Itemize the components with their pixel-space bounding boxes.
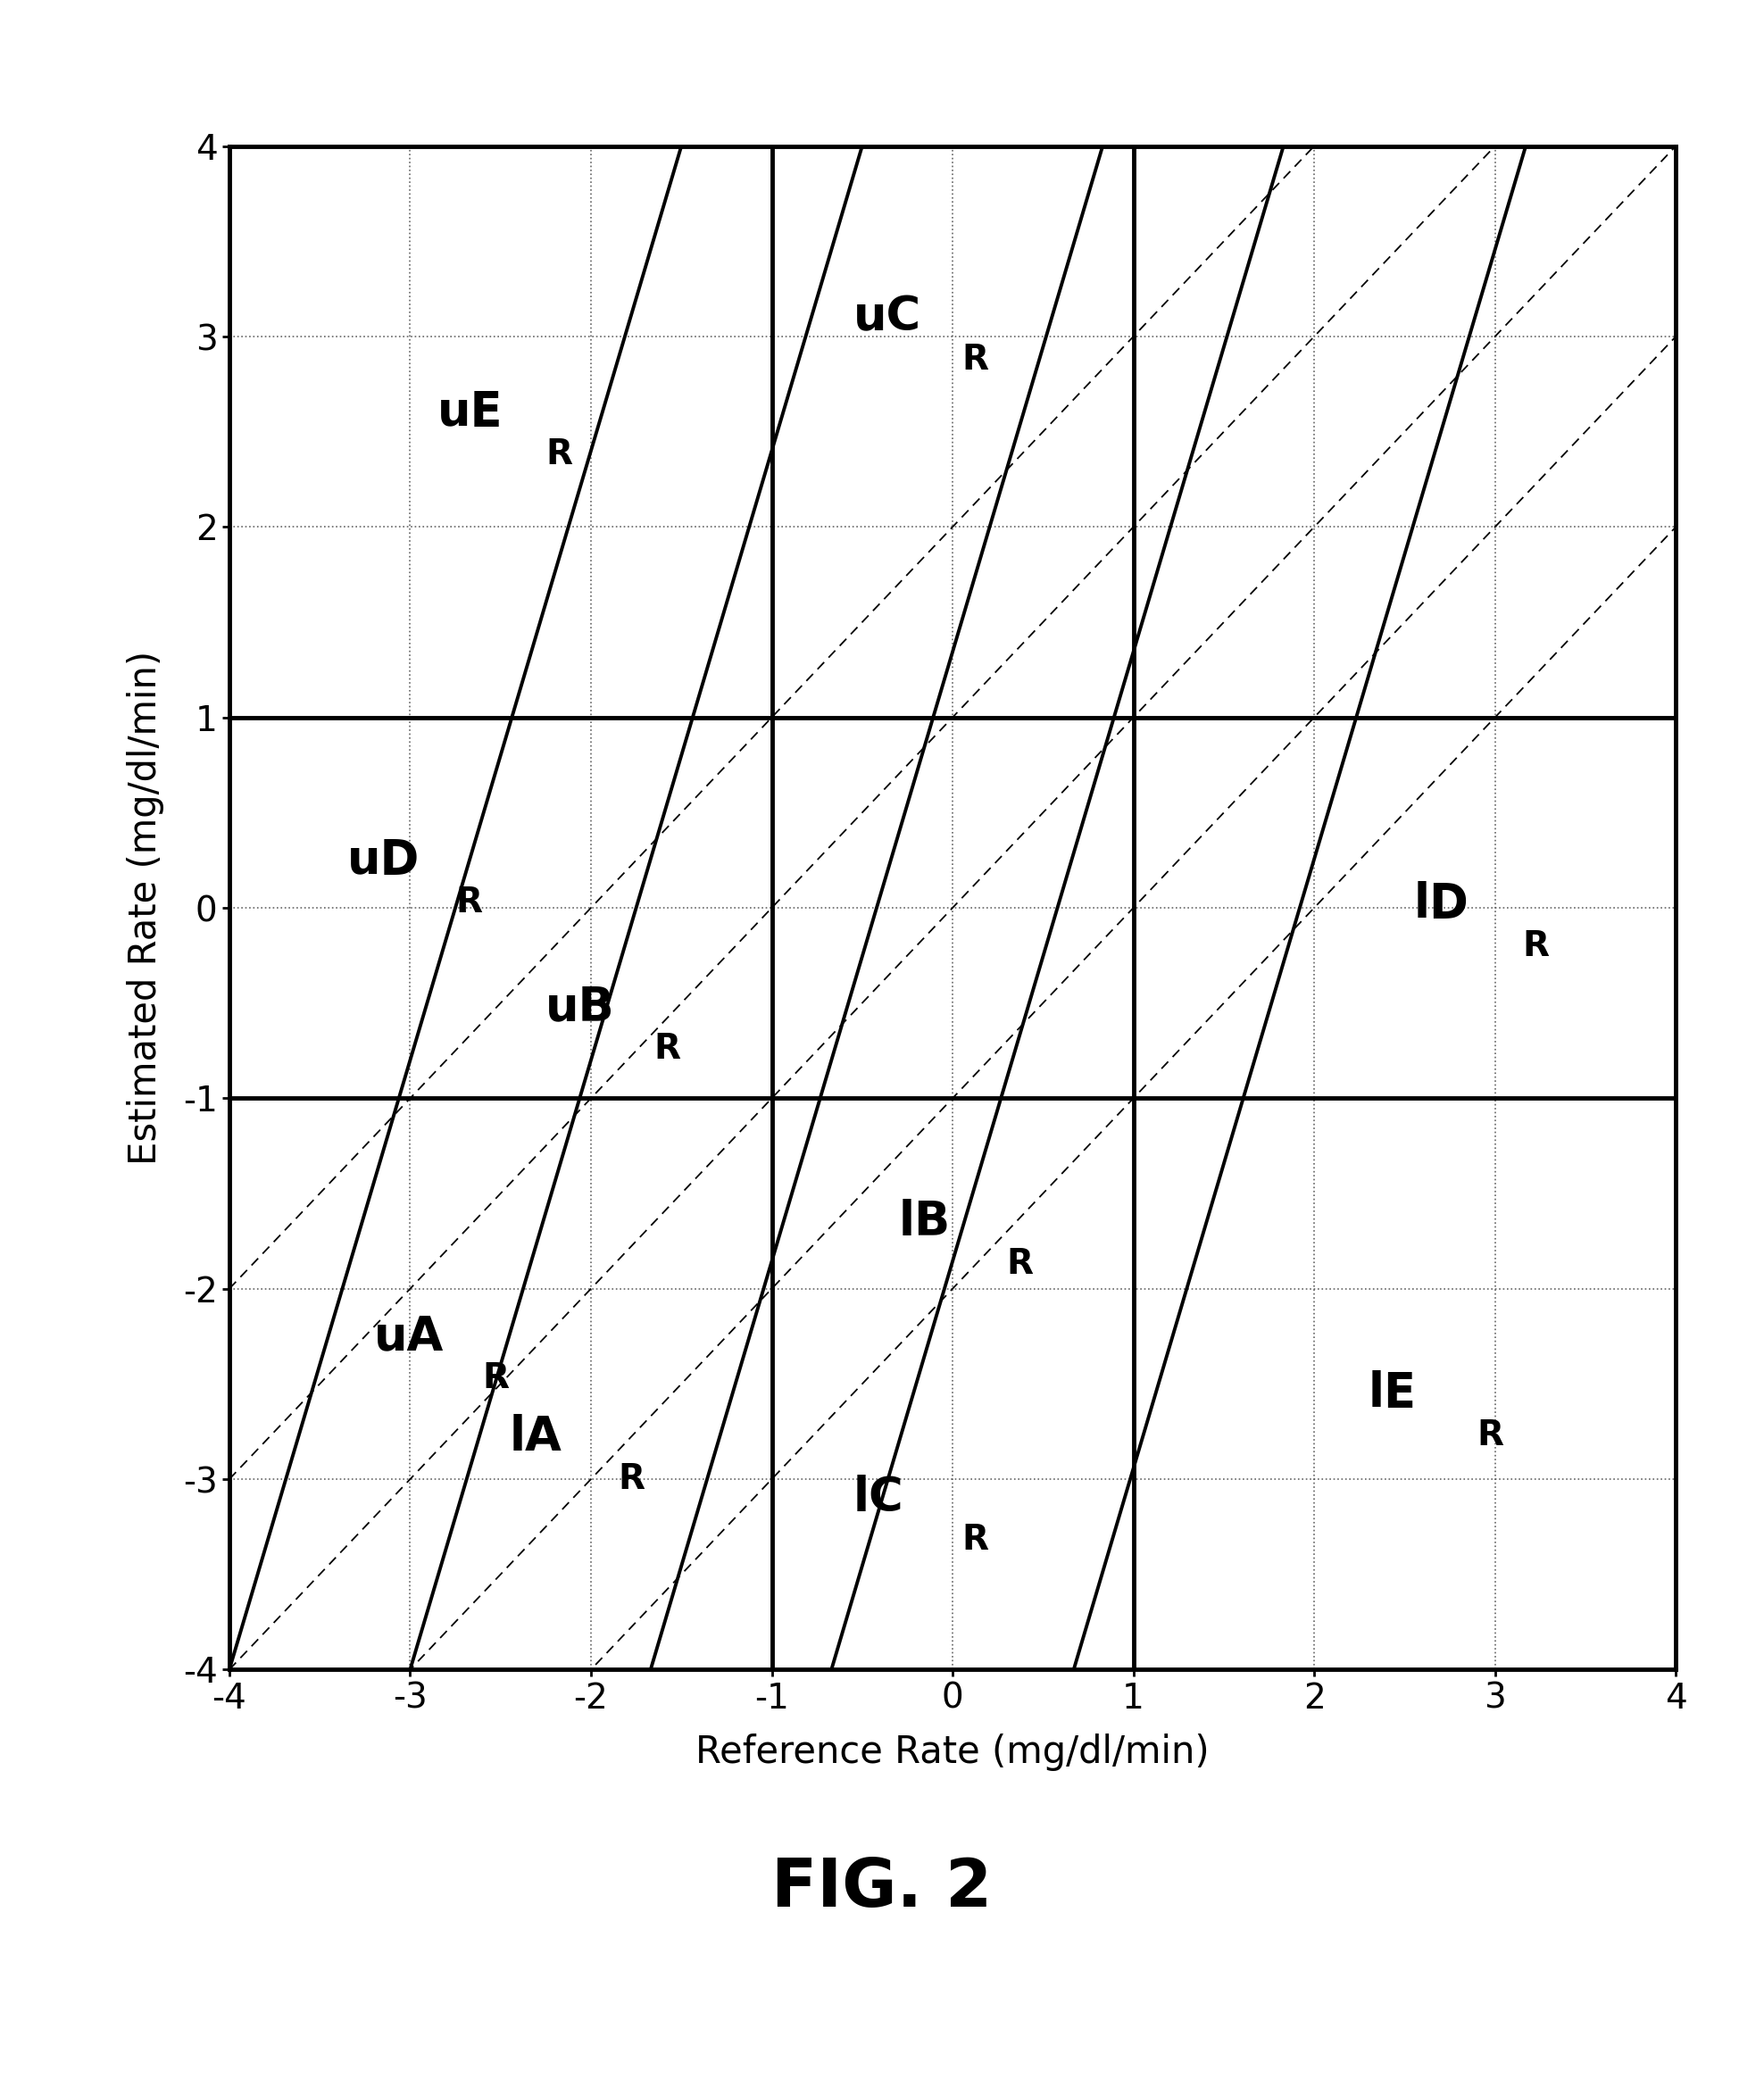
Text: R: R bbox=[961, 342, 988, 376]
Text: FIG. 2: FIG. 2 bbox=[771, 1855, 993, 1922]
Text: R: R bbox=[1476, 1419, 1503, 1453]
Text: lA: lA bbox=[510, 1415, 563, 1461]
Text: R: R bbox=[617, 1463, 646, 1496]
Text: R: R bbox=[482, 1361, 510, 1396]
Text: uC: uC bbox=[854, 294, 921, 340]
Text: R: R bbox=[1522, 929, 1549, 962]
Text: R: R bbox=[455, 885, 482, 918]
Text: uA: uA bbox=[374, 1313, 445, 1359]
Text: R: R bbox=[1007, 1248, 1034, 1281]
Text: lB: lB bbox=[898, 1198, 951, 1246]
Text: lC: lC bbox=[854, 1476, 903, 1521]
X-axis label: Reference Rate (mg/dl/min): Reference Rate (mg/dl/min) bbox=[695, 1734, 1210, 1772]
Text: uE: uE bbox=[437, 390, 503, 436]
Text: R: R bbox=[654, 1031, 681, 1066]
Text: lD: lD bbox=[1413, 881, 1469, 927]
Text: lE: lE bbox=[1369, 1371, 1416, 1417]
Y-axis label: Estimated Rate (mg/dl/min): Estimated Rate (mg/dl/min) bbox=[127, 651, 164, 1165]
Text: R: R bbox=[545, 438, 573, 472]
Text: uD: uD bbox=[348, 837, 420, 883]
Text: R: R bbox=[961, 1524, 988, 1557]
Text: uB: uB bbox=[545, 983, 616, 1031]
